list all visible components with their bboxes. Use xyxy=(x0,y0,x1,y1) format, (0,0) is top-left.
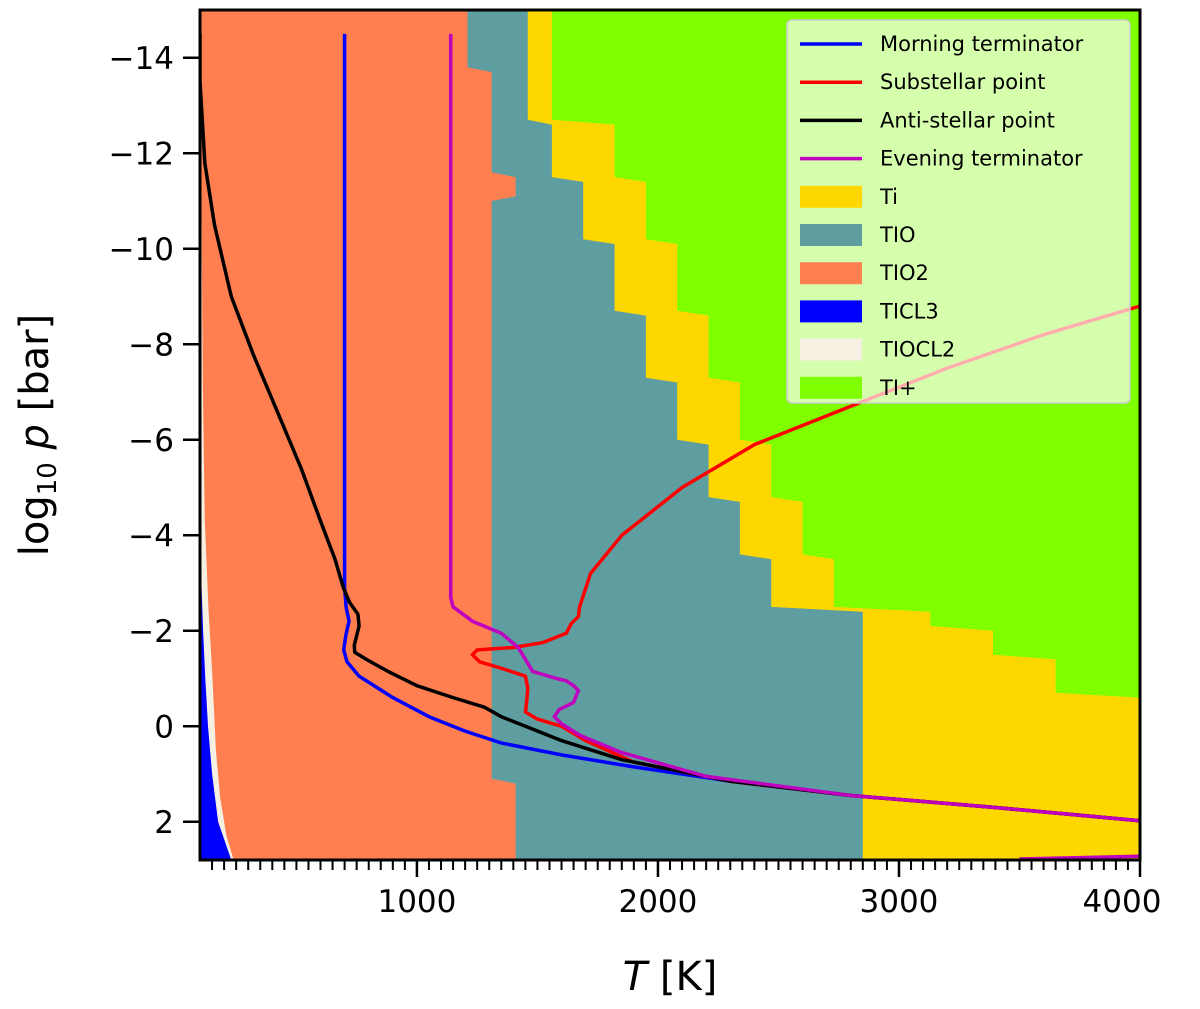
x-axis-title-rest: [K] xyxy=(647,954,717,1000)
x-tick-label: 1000 xyxy=(377,884,456,920)
y-axis-title: log10 p [bar] xyxy=(12,314,63,556)
y-tick-label: −8 xyxy=(128,327,174,363)
series-anti-stellar-point xyxy=(200,33,1140,823)
legend-label-tio: TIO xyxy=(879,223,916,247)
legend-label-tiocl2: TIOCL2 xyxy=(879,338,955,362)
legend-box xyxy=(786,19,1131,404)
legend-label-ti: TI+ xyxy=(879,376,917,400)
y-axis-title-subscript: 10 xyxy=(33,462,63,495)
legend-swatch-ti xyxy=(800,376,862,399)
legend-swatch-tio xyxy=(800,224,862,246)
y-tick-label: −14 xyxy=(109,41,174,77)
y-axis-title-spacer xyxy=(12,449,58,462)
legend-label-substellar-point: Substellar point xyxy=(880,70,1045,94)
y-tick-label: 2 xyxy=(154,805,174,841)
y-axis-title-log: log xyxy=(12,495,58,556)
y-tick-label: 0 xyxy=(154,709,174,745)
legend-label-evening-terminator: Evening terminator xyxy=(880,147,1083,171)
legend-swatch-ti xyxy=(800,185,862,208)
stability-regions xyxy=(200,10,1140,860)
legend-label-morning-terminator: Morning terminator xyxy=(880,32,1084,56)
legend-swatch-ticl3 xyxy=(800,300,862,323)
legend-label-anti-stellar-point: Anti-stellar point xyxy=(880,108,1055,132)
axis-ticks: 1000 2000 3000 4000 −14 −12 −10 −8 −6 −4 −2 0 2 xyxy=(109,41,1162,920)
series-substellar-point xyxy=(470,304,1140,823)
y-tick-label: −10 xyxy=(109,232,174,268)
legend-swatch-tio2 xyxy=(800,262,862,285)
legend-label-ticl3: TICL3 xyxy=(879,299,939,323)
x-tick-label: 4000 xyxy=(1083,884,1162,920)
series-evening-terminator xyxy=(448,33,1140,823)
x-tick-label: 3000 xyxy=(860,884,939,920)
y-tick-label: −4 xyxy=(128,518,174,554)
y-tick-label: −12 xyxy=(109,136,174,172)
x-tick-label: 2000 xyxy=(618,884,697,920)
legend-label-ti: Ti xyxy=(879,185,898,209)
profile-lines xyxy=(200,33,1140,860)
legend: Morning terminator Substellar point Anti-s… xyxy=(786,19,1131,404)
y-tick-label: −6 xyxy=(128,423,174,459)
legend-swatch-tiocl2 xyxy=(800,338,862,361)
region-tio2 xyxy=(200,10,516,860)
y-axis-title-rest: [bar] xyxy=(12,314,58,424)
region-ticl3 xyxy=(200,521,232,860)
y-axis-title-italic: p xyxy=(12,424,58,450)
legend-label-tio2: TIO2 xyxy=(879,261,929,285)
region-tiocl2 xyxy=(200,33,234,860)
x-axis-title: T [K] xyxy=(623,954,718,1000)
x-axis-title-italic: T xyxy=(623,954,651,1000)
y-tick-label: −2 xyxy=(128,614,174,650)
